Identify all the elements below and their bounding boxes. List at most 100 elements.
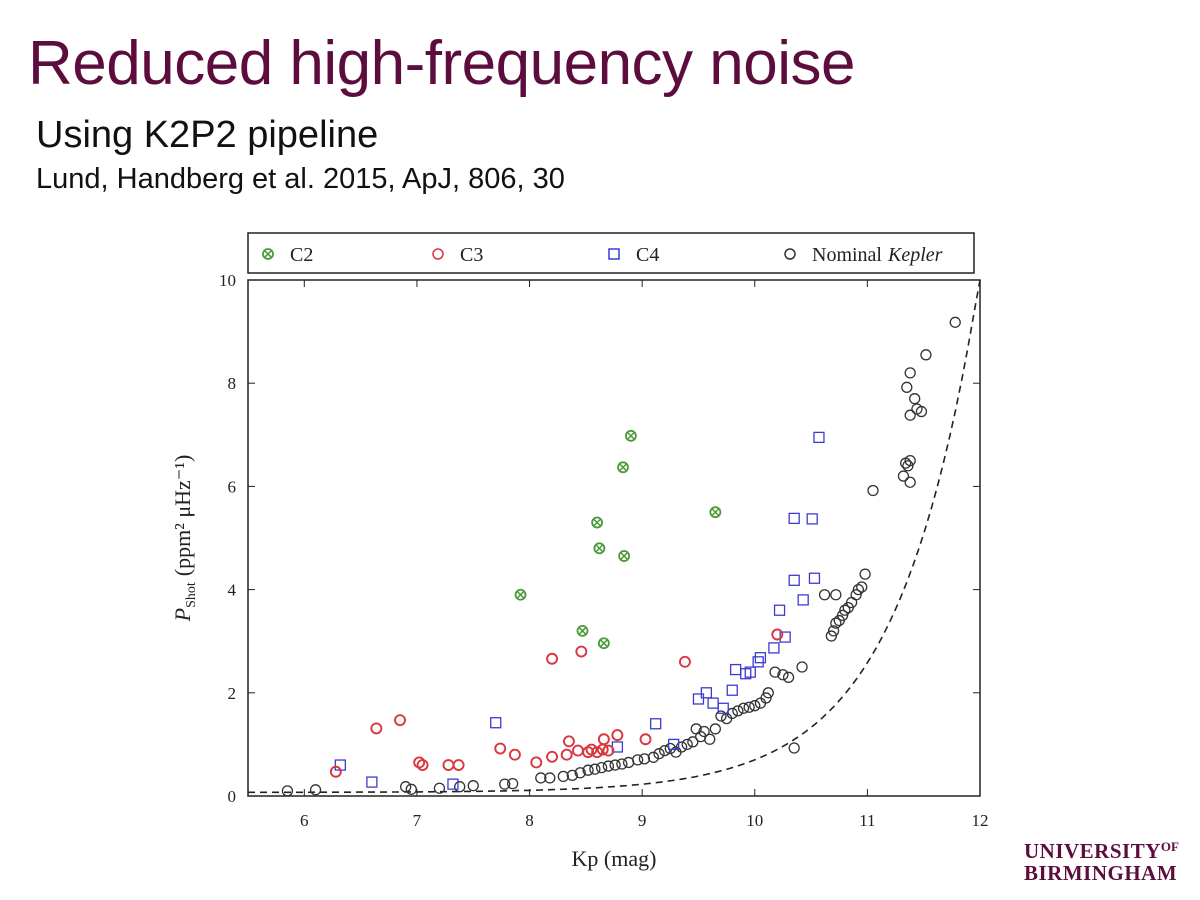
marker-ring: [591, 516, 604, 529]
y-tick-label: 0: [228, 787, 237, 806]
data-point-c4: [797, 594, 809, 606]
data-point-c3: [546, 652, 559, 665]
data-point-c4: [788, 512, 800, 525]
data-point-nominal-kepler: [544, 772, 556, 784]
y-tick-label: 4: [228, 581, 237, 600]
data-point-c3: [582, 746, 595, 759]
data-point-nominal-kepler: [589, 763, 601, 775]
data-point-c4: [668, 738, 680, 751]
data-point-nominal-kepler: [659, 744, 671, 757]
data-point-nominal-kepler: [920, 349, 932, 361]
data-point-c3: [494, 742, 507, 755]
data-point-nominal-kepler: [901, 381, 913, 393]
data-point-nominal-kepler: [566, 769, 578, 782]
data-point-nominal-kepler: [782, 671, 795, 683]
x-tick-label: 8: [525, 811, 534, 830]
data-point-c4: [754, 652, 767, 664]
data-point-nominal-kepler: [467, 780, 479, 792]
data-point-nominal-kepler: [737, 702, 750, 714]
data-point-nominal-kepler: [602, 760, 615, 772]
logo-line-2: BIRMINGHAM: [1024, 861, 1178, 885]
data-point-nominal-kepler: [749, 700, 761, 712]
data-point-c2: [514, 588, 527, 601]
data-point-c4: [447, 778, 459, 790]
y-axis-label-sub: Shot: [184, 582, 199, 608]
y-tick-label: 6: [228, 477, 237, 496]
data-point-c3: [771, 628, 784, 641]
marker-cross: [516, 590, 525, 599]
x-tick-label: 12: [972, 811, 989, 830]
slide-title: Reduced high-frequency noise: [28, 29, 856, 98]
reference-dashed-curve: [248, 279, 981, 794]
legend-box: [247, 232, 975, 274]
slide-citation: Lund, Handberg et al. 2015, ApJ, 806, 30: [36, 163, 565, 195]
marker-cross: [619, 463, 627, 472]
marker-cross: [711, 508, 720, 517]
data-point-c3: [560, 748, 573, 761]
data-point-c4: [779, 631, 791, 643]
data-point-nominal-kepler: [557, 770, 569, 783]
data-point-nominal-kepler: [281, 785, 294, 797]
data-point-nominal-kepler: [405, 783, 417, 795]
legend-marker-c3: [432, 248, 444, 260]
data-point-nominal-kepler: [582, 764, 594, 776]
data-point-nominal-kepler: [904, 454, 916, 467]
data-point-nominal-kepler: [609, 759, 621, 771]
data-point-c3: [639, 733, 652, 746]
slide-subtitle: Using K2P2 pipeline: [36, 114, 379, 156]
chart-legend: C2 C3 C4 Nominal Kepler: [247, 232, 975, 274]
marker-ring: [618, 550, 631, 562]
x-tick-label: 9: [638, 811, 647, 830]
data-point-nominal-kepler: [769, 666, 781, 678]
legend-label-text: C4: [636, 244, 659, 266]
data-point-c3: [572, 744, 584, 757]
data-point-c2: [593, 542, 606, 555]
legend-marker-c2: [262, 248, 274, 260]
data-point-c3: [530, 756, 543, 769]
data-point-nominal-kepler: [433, 782, 446, 794]
data-point-nominal-kepler: [743, 701, 755, 713]
y-tick-label: 8: [228, 374, 237, 393]
data-point-c3: [563, 735, 575, 748]
data-point-nominal-kepler: [499, 778, 511, 790]
data-point-c4: [744, 666, 756, 678]
data-point-nominal-kepler: [687, 736, 699, 748]
legend-label-text: Nominal: [812, 244, 882, 266]
data-point-nominal-kepler: [859, 568, 871, 580]
legend-label-c4: C4: [636, 244, 659, 266]
data-point-nominal-kepler: [796, 661, 808, 673]
data-points-layer: [281, 316, 961, 797]
legend-label-c3: C3: [460, 244, 483, 266]
y-axis-label-units: (ppm² μHz⁻¹): [170, 455, 195, 577]
legend-label-text: C3: [460, 244, 483, 266]
data-point-nominal-kepler: [949, 316, 961, 328]
legend-label-text: C2: [290, 244, 313, 266]
data-point-c4: [752, 656, 764, 668]
data-point-nominal-kepler: [825, 630, 837, 642]
data-point-c4: [768, 642, 780, 654]
data-point-nominal-kepler: [830, 589, 842, 601]
data-point-nominal-kepler: [777, 669, 789, 681]
data-point-c4: [773, 604, 786, 616]
logo-of: OF: [1160, 839, 1179, 854]
data-point-nominal-kepler: [675, 741, 688, 753]
data-point-nominal-kepler: [616, 758, 628, 770]
marker-cross: [595, 544, 604, 553]
data-point-nominal-kepler: [664, 742, 676, 755]
data-point-c3: [575, 645, 588, 658]
data-point-c3: [370, 722, 383, 735]
data-point-c2: [617, 461, 629, 474]
data-point-c4: [806, 513, 818, 525]
data-point-c3: [508, 748, 521, 761]
marker-ring: [576, 624, 589, 637]
data-point-c4: [490, 717, 502, 729]
data-point-nominal-kepler: [818, 589, 831, 601]
data-point-nominal-kepler: [647, 751, 660, 763]
data-point-c3: [597, 733, 610, 746]
data-point-nominal-kepler: [506, 777, 519, 790]
marker-ring: [593, 542, 606, 555]
marker-ring: [262, 248, 274, 260]
y-axis-label-main: P: [170, 608, 195, 622]
data-point-nominal-kepler: [704, 733, 716, 745]
marker-ring: [514, 588, 527, 601]
